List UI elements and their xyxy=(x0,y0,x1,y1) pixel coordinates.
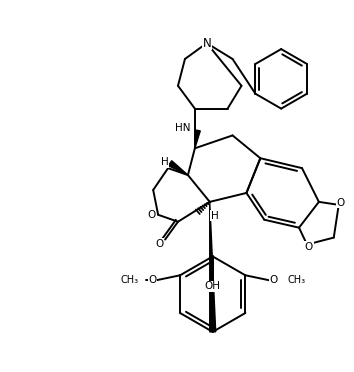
Polygon shape xyxy=(195,130,200,148)
Polygon shape xyxy=(210,202,216,332)
Text: O: O xyxy=(305,241,313,251)
Text: O: O xyxy=(337,198,345,208)
Polygon shape xyxy=(169,161,188,175)
Text: H: H xyxy=(161,157,169,167)
Text: O: O xyxy=(155,238,163,248)
Text: O: O xyxy=(269,275,277,285)
Text: H: H xyxy=(211,211,218,221)
Text: O: O xyxy=(148,275,156,285)
Text: CH₃: CH₃ xyxy=(120,275,138,285)
Text: N: N xyxy=(202,36,211,49)
Text: CH₃: CH₃ xyxy=(287,275,305,285)
Text: O: O xyxy=(147,210,155,220)
Text: HN: HN xyxy=(175,124,191,134)
Text: OH: OH xyxy=(205,281,221,291)
